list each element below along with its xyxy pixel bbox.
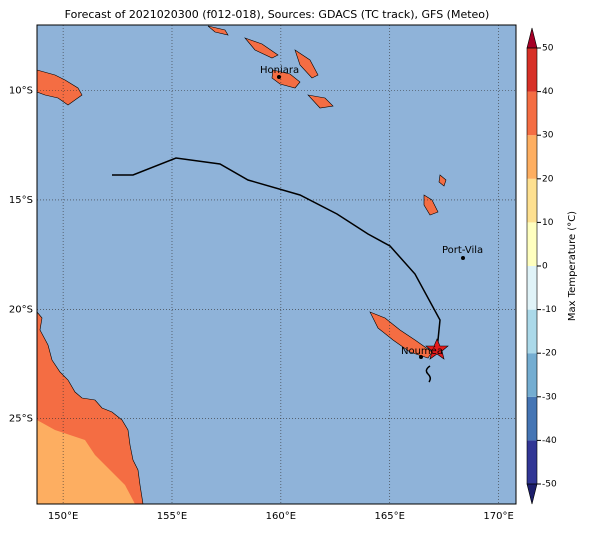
y-tick-label: 15°S: [9, 195, 33, 206]
colorbar-under: [526, 483, 538, 505]
cyclone-position: [425, 338, 449, 360]
land-island: [244, 37, 279, 59]
colorbar-tick-label: -40: [542, 436, 557, 446]
land-new-caledonia: [369, 311, 433, 359]
colorbar-segment: [527, 222, 537, 266]
city-dot: [277, 75, 281, 79]
colorbar-tick-label: 30: [542, 131, 554, 141]
colorbar-segment: [527, 48, 537, 92]
x-tick-label: 160°E: [266, 511, 296, 522]
x-tick-label: 155°E: [157, 511, 187, 522]
city-label: Honiara: [260, 65, 299, 76]
land-island: [307, 94, 334, 109]
colorbar-segment: [527, 309, 537, 354]
land-island: [294, 49, 319, 79]
colorbar-tick-label: -10: [542, 305, 557, 315]
colorbar-segment: [527, 135, 537, 179]
city-dot: [461, 256, 465, 260]
map: Honiara Port-Vila Nouméa: [36, 24, 517, 505]
x-tick-label: 165°E: [375, 511, 405, 522]
city-label: Nouméa: [401, 345, 443, 357]
x-tick-label: 150°E: [48, 511, 78, 522]
colorbar-tick-label: 50: [542, 44, 554, 54]
city-dot: [419, 355, 423, 359]
city-label: Port-Vila: [442, 245, 483, 256]
colorbar-segment: [527, 353, 537, 397]
land-png: [36, 69, 83, 106]
y-tick-label: 10°S: [9, 86, 33, 97]
colorbar-tick-label: 0: [542, 262, 548, 272]
land-warm: [37, 420, 135, 504]
land-island: [271, 69, 301, 89]
colorbar: -50 -40 -30 -20 -10 0 10 20 30 40 50: [526, 27, 557, 505]
y-tick-label: 25°S: [9, 414, 33, 425]
colorbar-segment: [527, 266, 537, 310]
colorbar-tick-label: 10: [542, 218, 554, 228]
cyclone-track: [112, 157, 441, 351]
colorbar-segment: [527, 396, 537, 441]
cyclone-symbol: [425, 365, 432, 383]
map-frame: [36, 24, 517, 505]
land-island: [207, 25, 229, 36]
colorbar-tick-label: -50: [542, 480, 557, 490]
y-tick-label: 20°S: [9, 304, 33, 315]
colorbar-segment: [527, 91, 537, 136]
land-island: [438, 174, 447, 187]
colorbar-tick-label: -20: [542, 349, 557, 359]
colorbar-tick-label: 40: [542, 87, 554, 97]
colorbar-segment: [527, 440, 537, 484]
title: Forecast of 2021020300 (f012-018), Sourc…: [65, 8, 490, 21]
x-tick-label: 170°E: [483, 511, 513, 522]
colorbar-segment: [527, 178, 537, 223]
colorbar-over: [526, 27, 538, 49]
colorbar-tick-label: 20: [542, 174, 554, 184]
colorbar-tick-label: -30: [542, 392, 557, 402]
colorbar-label: Max Temperature (°C): [567, 211, 578, 321]
